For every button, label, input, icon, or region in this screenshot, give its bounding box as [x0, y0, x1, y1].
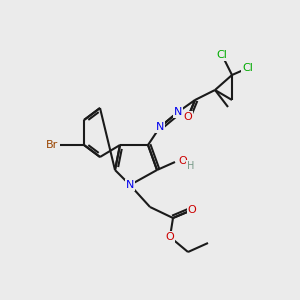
Text: Cl: Cl	[217, 50, 227, 60]
Text: O: O	[188, 205, 196, 215]
Text: Br: Br	[46, 140, 58, 150]
Text: N: N	[174, 107, 182, 117]
Text: O: O	[166, 232, 174, 242]
Text: N: N	[156, 122, 164, 132]
Text: H: H	[187, 161, 194, 171]
Text: Cl: Cl	[243, 63, 254, 73]
Text: O: O	[178, 156, 187, 166]
Text: O: O	[184, 112, 192, 122]
Text: N: N	[126, 180, 134, 190]
